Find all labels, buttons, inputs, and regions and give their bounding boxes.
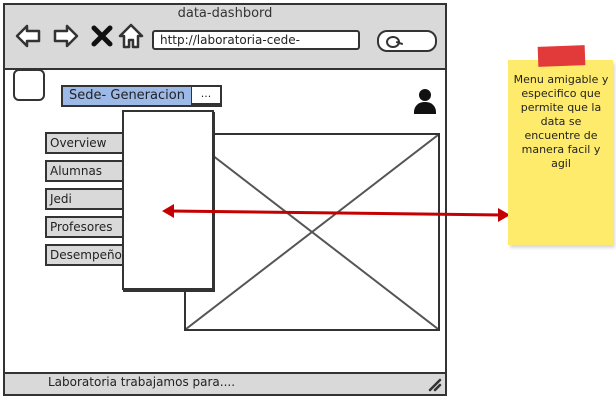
status-bar xyxy=(5,372,445,394)
dropdown-panel[interactable] xyxy=(122,110,214,290)
forward-arrow-icon[interactable] xyxy=(52,22,80,50)
back-arrow-icon[interactable] xyxy=(14,22,42,50)
home-icon[interactable] xyxy=(117,22,145,50)
user-icon-body xyxy=(414,102,436,114)
logo-placeholder xyxy=(13,69,45,101)
user-icon[interactable] xyxy=(419,89,431,101)
annotation-arrow xyxy=(162,204,510,222)
sticky-note-text: Menu amigable y especifico que permite q… xyxy=(513,73,609,170)
window-title: data-dashbord xyxy=(177,6,273,21)
sede-generacion-dropdown[interactable]: Sede- Generacion xyxy=(61,85,193,107)
sidebar-item-overview[interactable]: Overview xyxy=(45,132,125,154)
sticky-tape xyxy=(537,45,586,67)
close-icon[interactable] xyxy=(88,22,116,50)
sidebar-item-profesores[interactable]: Profesores xyxy=(45,216,125,238)
sidebar-item-alumnas[interactable]: Alumnas xyxy=(45,160,125,182)
dropdown-toggle-button[interactable]: ... xyxy=(192,85,222,107)
sidebar-item-desempeno[interactable]: Desempeño xyxy=(45,244,125,266)
status-text: Laboratoria trabajamos para.... xyxy=(48,375,236,389)
sidebar-item-jedi[interactable]: Jedi xyxy=(45,188,125,210)
image-placeholder xyxy=(184,133,440,331)
resize-grip-icon[interactable] xyxy=(428,378,442,392)
url-input[interactable]: http://laboratoria-cede- xyxy=(152,30,360,50)
image-placeholder-cross xyxy=(186,135,438,329)
sticky-note xyxy=(508,60,613,245)
